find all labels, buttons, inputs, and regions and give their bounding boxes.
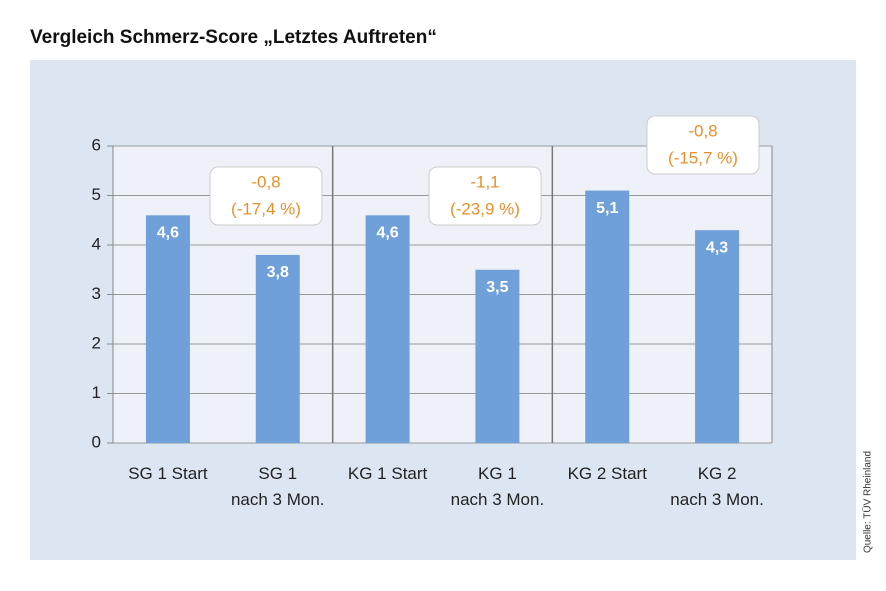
bar [145,215,190,443]
y-tick-label: 6 [92,135,101,154]
bar [585,190,630,443]
annotation: -0,8 [688,121,717,140]
bar [255,254,300,443]
annotation-box [646,115,760,175]
y-tick-label: 4 [92,234,101,253]
value-label: 4,6 [157,225,179,242]
annotation: -0,8 [251,172,280,191]
y-tick-label: 3 [92,284,101,303]
chart-title: Vergleich Schmerz-Score „Letztes Auftret… [30,27,437,48]
bar [475,269,520,443]
source: Quelle: TÜV Rheinland [862,451,874,553]
bar [695,230,740,443]
x-tick-label: KG 2 Start [567,464,647,483]
x-tick-label: SG 1 nach 3 Mon. [230,464,325,509]
value-label: 3,8 [267,264,289,281]
x-tick-label: KG 2 nach 3 Mon. [670,464,764,509]
annotation-box [209,166,323,226]
annotation: (-17,4 %) [231,199,301,218]
y-tick-label: 1 [92,383,101,402]
x-tick-label: KG 1 nach 3 Mon. [450,464,545,509]
x-tick-label: KG 1 Start [347,464,428,483]
annotation-box [428,166,542,226]
annotation: (-15,7 %) [668,148,738,167]
value-label: 4,6 [376,225,398,242]
y-tick-label: 5 [92,185,101,204]
y-tick-label: 2 [92,333,101,352]
bar [365,215,410,443]
value-label: 3,5 [486,279,508,296]
annotation: -1,1 [470,172,499,191]
value-label: 4,3 [706,239,728,256]
value-label: 5,1 [596,200,618,217]
annotation: (-23,9 %) [450,199,520,218]
x-tick-label: SG 1 Start [128,464,208,483]
y-tick-label: 0 [92,432,101,451]
